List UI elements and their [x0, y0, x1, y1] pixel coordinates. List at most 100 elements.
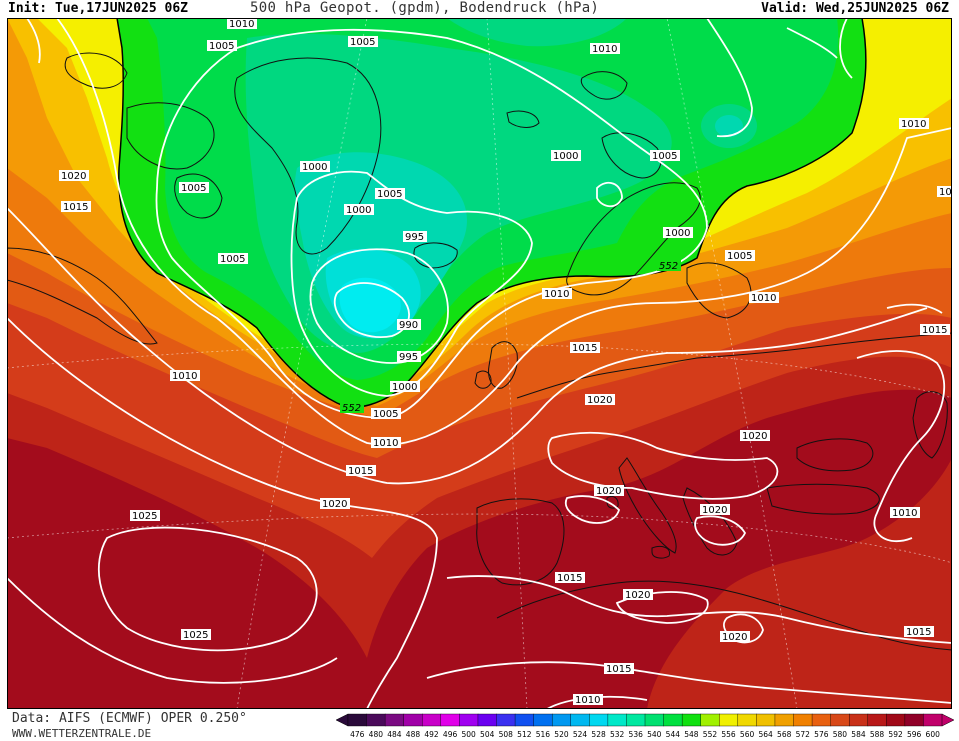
legend-tick-label: 584 [851, 730, 866, 739]
legend-tick-label: 560 [740, 730, 755, 739]
legend-tick-label: 544 [666, 730, 681, 739]
svg-text:1020: 1020 [596, 486, 621, 497]
valid-time: Valid: Wed,25JUN2025 06Z [761, 1, 949, 16]
isobar-label: 1010 [170, 370, 200, 382]
isobar-label: 1020 [740, 430, 770, 442]
svg-text:1020: 1020 [322, 499, 347, 510]
legend-tick-label: 568 [777, 730, 792, 739]
svg-text:1015: 1015 [572, 343, 597, 354]
svg-text:1010: 1010 [751, 293, 776, 304]
isobar-label: 1010 [542, 288, 572, 300]
legend-swatch [551, 713, 572, 727]
isobar-label: 1010 [590, 43, 620, 55]
svg-text:1015: 1015 [348, 466, 373, 477]
header-bar: Init: Tue,17JUN2025 06Z 500 hPa Geopot. … [0, 0, 959, 18]
legend-swatch [570, 713, 590, 727]
legend-swatch [848, 713, 869, 727]
legend-swatch [366, 713, 386, 727]
svg-text:10: 10 [939, 187, 952, 198]
isobar-label: 1000 [390, 381, 420, 393]
legend-swatch [644, 713, 665, 727]
legend-swatch [440, 713, 460, 727]
isobar-label: 1005 [348, 36, 378, 48]
legend-tick-label: 520 [554, 730, 569, 739]
svg-text:1000: 1000 [302, 162, 327, 173]
svg-text:1000: 1000 [346, 205, 371, 216]
svg-text:1020: 1020 [742, 431, 767, 442]
isobar-label: 1015 [604, 663, 634, 675]
legend-swatch [830, 713, 850, 727]
svg-text:1005: 1005 [181, 183, 206, 194]
isobar-label: 1010 [890, 507, 920, 519]
svg-text:995: 995 [405, 232, 424, 243]
legend-swatch [867, 713, 887, 727]
legend-swatch [756, 713, 776, 727]
svg-text:1005: 1005 [350, 37, 375, 48]
isobar-labels: 1010 1005 1005 1010 1020 1015 1005 1000 … [59, 18, 952, 706]
legend-swatch [403, 713, 423, 727]
isobar-label: 1010 [573, 694, 603, 706]
legend-swatch [774, 713, 795, 727]
geopot-band-544 [447, 18, 627, 47]
isobar-label: 1020 [700, 504, 730, 516]
svg-text:1000: 1000 [553, 151, 578, 162]
legend-tick-label: 596 [907, 730, 922, 739]
svg-text:1005: 1005 [377, 189, 402, 200]
legend-tick-label: 536 [629, 730, 644, 739]
geopot-label: 552 [340, 402, 364, 414]
legend-swatch [496, 713, 516, 727]
svg-text:1010: 1010 [373, 438, 398, 449]
isobar-label: 1020 [594, 485, 624, 497]
color-legend: 476 480 484 488 492 496 500 504 508 512 516 520 524 5… [335, 713, 955, 739]
isobar-label: 1005 [371, 408, 401, 420]
legend-arrow-left [335, 713, 349, 727]
legend-tick-label: 548 [684, 730, 699, 739]
isobar-label: 1005 [218, 253, 248, 265]
legend-tick-label: 576 [814, 730, 829, 739]
legend-tick-label: 484 [387, 730, 402, 739]
svg-text:1025: 1025 [132, 511, 157, 522]
legend-swatch [514, 713, 535, 727]
map-frame [7, 18, 952, 709]
svg-text:1010: 1010 [901, 119, 926, 130]
legend-swatch [663, 713, 683, 727]
svg-text:1005: 1005 [373, 409, 398, 420]
isobar-label: 1005 [725, 250, 755, 262]
isobar-label: 10 [937, 186, 952, 198]
legend-swatch [681, 713, 702, 727]
svg-text:1005: 1005 [220, 254, 245, 265]
isobar-label: 1005 [207, 40, 237, 52]
isobar-label: 1005 [179, 182, 209, 194]
legend-swatch [626, 713, 646, 727]
isobar-label: 995 [397, 351, 421, 363]
legend-tick-label: 552 [703, 730, 718, 739]
isobar-label: 1005 [650, 150, 680, 162]
legend-swatch [904, 713, 924, 727]
svg-text:1020: 1020 [61, 171, 86, 182]
isobar-label: 1010 [227, 18, 257, 30]
chart-title: 500 hPa Geopot. (gpdm), Bodendruck (hPa) [250, 0, 600, 16]
legend-tick-label: 508 [499, 730, 514, 739]
data-source: Data: AIFS (ECMWF) OPER 0.250° [12, 711, 247, 726]
graticule [7, 18, 952, 709]
legend-swatch [459, 713, 479, 727]
isobar-label: 1020 [720, 631, 750, 643]
legend-tick-label: 488 [406, 730, 421, 739]
legend-swatch [700, 713, 720, 727]
svg-text:1025: 1025 [183, 630, 208, 641]
isobar-label: 1015 [61, 201, 91, 213]
isobar-label: 1015 [904, 626, 934, 638]
legend-swatch [886, 713, 906, 727]
website-credit: WWW.WETTERZENTRALE.DE [12, 727, 152, 740]
legend-swatch [422, 713, 442, 727]
svg-text:1020: 1020 [587, 395, 612, 406]
legend-tick-label: 516 [536, 730, 551, 739]
geopot-labels: 552 552 [340, 260, 681, 414]
svg-text:1005: 1005 [652, 151, 677, 162]
map-area: 1010 1005 1005 1010 1020 1015 1005 1000 … [7, 18, 952, 709]
legend-swatch [477, 713, 498, 727]
legend-tick-label: 528 [591, 730, 606, 739]
legend-arrow-right [941, 713, 955, 727]
legend-tick-label: 592 [888, 730, 903, 739]
